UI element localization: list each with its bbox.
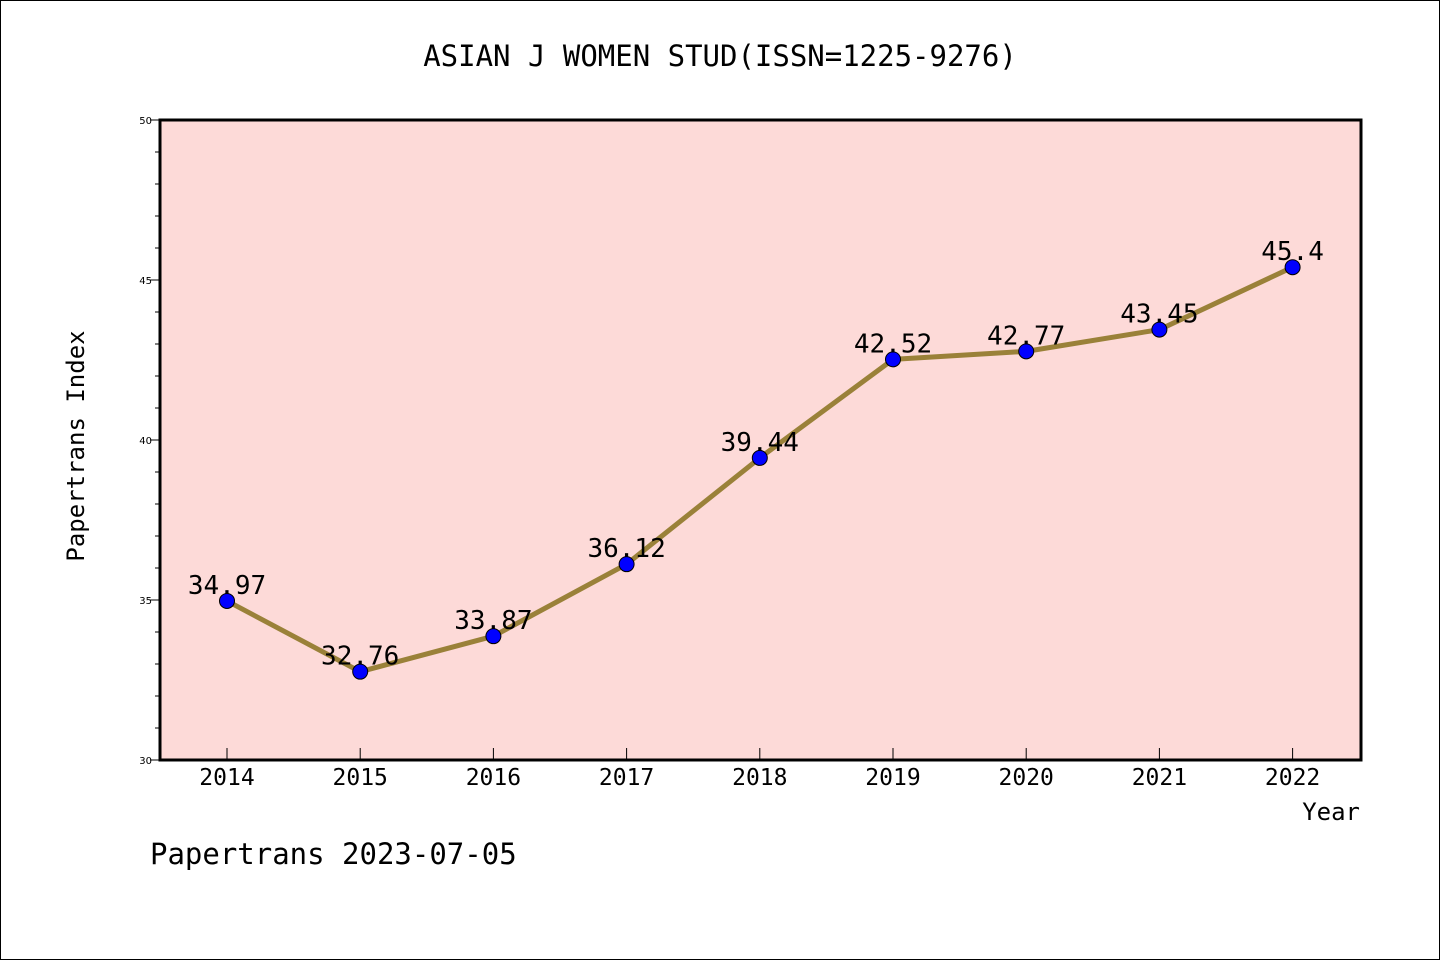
x-axis-ticks: 2014 2015 2016 2017 2018 2019 2020 2021 2022 xyxy=(199,748,1320,791)
data-label: 36.12 xyxy=(587,534,665,564)
data-point xyxy=(219,592,235,609)
data-markers xyxy=(219,259,1301,680)
x-tick-label: 2019 xyxy=(865,765,920,791)
chart-title: ASIAN J WOMEN STUD(ISSN=1225-9276) xyxy=(423,39,1017,73)
y-tick-label: 35 xyxy=(139,596,152,607)
plot-border xyxy=(158,118,1363,762)
data-point xyxy=(885,351,901,368)
data-label: 43.45 xyxy=(1120,300,1198,330)
data-label: 39.44 xyxy=(721,428,799,458)
data-point xyxy=(352,663,369,680)
y-tick-label: 45 xyxy=(139,276,152,287)
data-label: 32.76 xyxy=(321,642,399,672)
data-point xyxy=(1284,259,1301,276)
x-tick-label: 2016 xyxy=(466,765,521,791)
x-axis-label: Year xyxy=(1302,798,1360,826)
x-tick-label: 2015 xyxy=(333,765,388,791)
data-point xyxy=(1018,343,1035,360)
y-tick-label: 40 xyxy=(139,436,152,447)
data-labels: 34.97 32.76 33.87 36.12 39.44 42.52 42.77 43.45… xyxy=(188,237,1324,671)
data-label: 45.4 xyxy=(1261,237,1324,267)
data-point xyxy=(1151,321,1168,338)
x-tick-label: 2020 xyxy=(999,765,1054,791)
footer-text: Papertrans 2023-07-05 xyxy=(150,837,517,871)
y-axis-ticks: 30 35 40 45 50 xyxy=(139,116,160,767)
data-label: 42.77 xyxy=(987,321,1065,351)
y-tick-label: 50 xyxy=(139,116,152,127)
data-label: 33.87 xyxy=(454,606,532,636)
x-tick-label: 2014 xyxy=(199,765,254,791)
x-tick-label: 2018 xyxy=(732,765,787,791)
x-tick-label: 2021 xyxy=(1132,765,1187,791)
data-point xyxy=(485,628,502,645)
data-point xyxy=(751,449,768,466)
y-tick-label: 30 xyxy=(139,756,152,767)
x-tick-label: 2017 xyxy=(599,765,654,791)
y-axis-label: Papertrans Index xyxy=(62,330,90,561)
x-tick-label: 2022 xyxy=(1265,765,1320,791)
data-label: 42.52 xyxy=(854,329,932,359)
plot-area xyxy=(160,120,1361,760)
data-label: 34.97 xyxy=(188,571,266,601)
data-point xyxy=(618,556,635,573)
